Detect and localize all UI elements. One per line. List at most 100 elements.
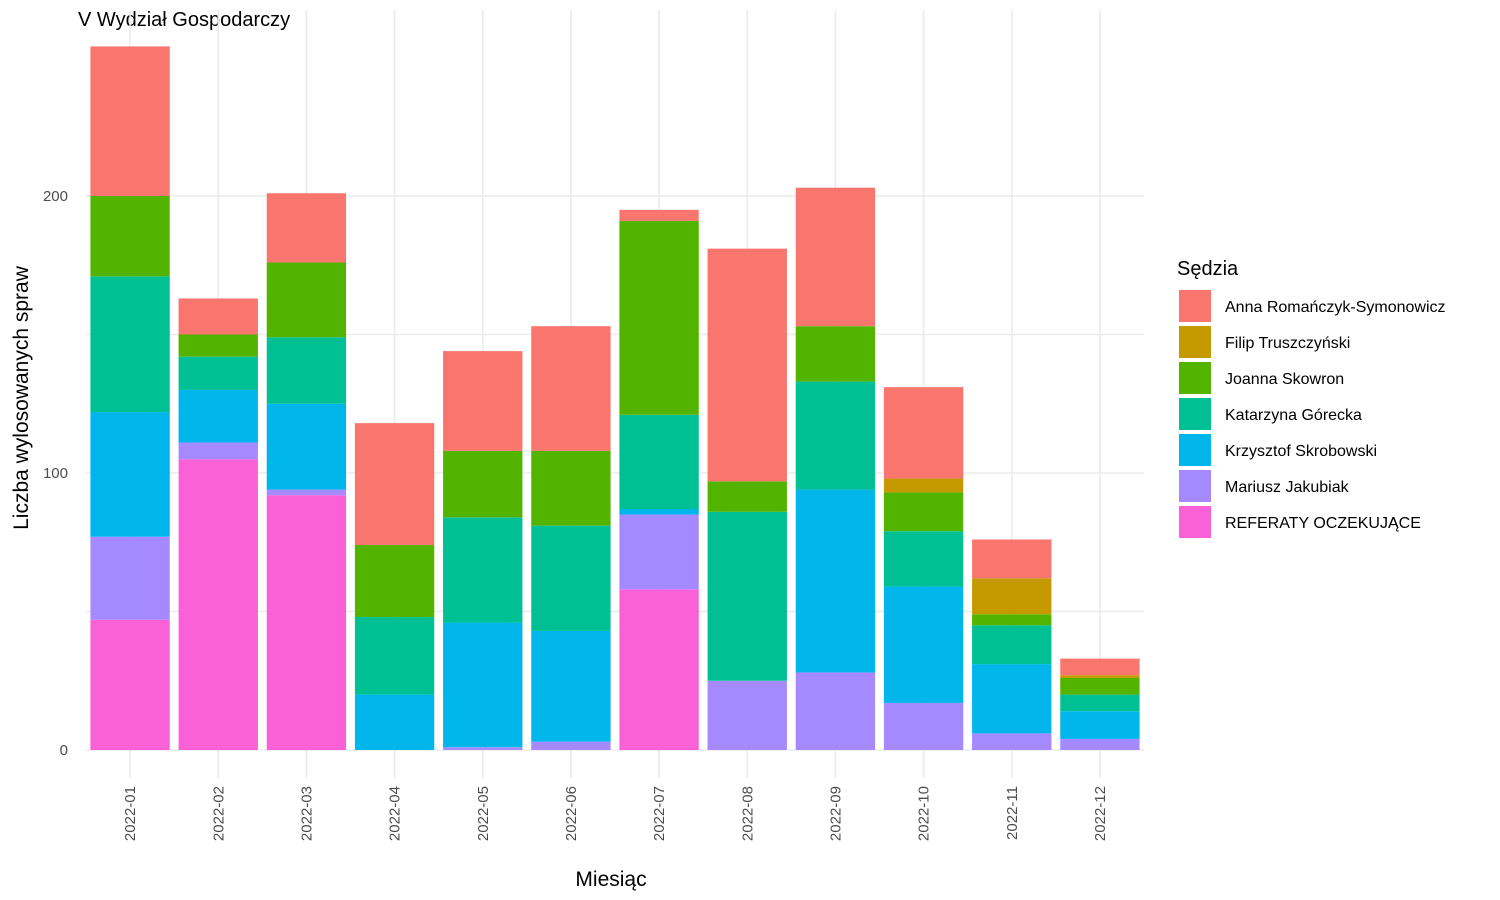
bar-segment <box>972 614 1052 626</box>
x-tick-label: 2022-01 <box>122 786 139 841</box>
legend-items: Anna Romańczyk-Symonowicz Filip Truszczyń… <box>1179 290 1446 538</box>
bar-segment <box>443 622 523 748</box>
legend-label: Krzysztof Skrobowski <box>1225 443 1377 460</box>
x-tick-label: 2022-08 <box>739 786 756 841</box>
bar-segment <box>707 680 787 750</box>
bar-segment <box>883 387 964 479</box>
legend-swatch <box>1179 506 1211 538</box>
y-axis-ticks: 0 100 200 <box>43 188 68 759</box>
legend-label: REFERATY OCZEKUJĄCE <box>1225 515 1421 532</box>
bar-segment <box>531 630 611 742</box>
bar-segment <box>1060 658 1140 676</box>
bar-segment <box>883 586 964 703</box>
bar-segment <box>883 702 964 750</box>
bar-segment <box>178 356 258 390</box>
bar-segment <box>1060 738 1140 750</box>
bar-segment <box>619 514 699 590</box>
bar-segment <box>178 298 258 335</box>
legend-label: Anna Romańczyk-Symonowicz <box>1225 299 1446 316</box>
bar-segment <box>266 262 347 338</box>
bar-segment <box>619 589 699 750</box>
legend-label: Katarzyna Górecka <box>1225 407 1362 424</box>
x-tick-label: 2022-09 <box>827 786 844 841</box>
bar-segment <box>90 46 170 196</box>
bar-segment <box>90 536 170 620</box>
x-tick-label: 2022-03 <box>298 786 315 841</box>
bar-segment <box>178 389 258 443</box>
bar-segment <box>354 694 435 750</box>
bar-segment <box>531 525 611 631</box>
bar-segment <box>883 492 964 532</box>
bar-segment <box>972 733 1052 750</box>
x-axis-ticks: 2022-01 2022-02 2022-03 2022-04 2022-05 2022-… <box>122 786 1109 841</box>
bar-segment <box>619 414 699 510</box>
y-tick-label: 100 <box>43 465 68 482</box>
x-tick-label: 2022-07 <box>651 786 668 841</box>
bar-segment <box>266 403 347 490</box>
bar-segment <box>1060 675 1140 678</box>
bar-segment <box>619 509 699 515</box>
bar-segment <box>795 672 876 750</box>
bar-segment <box>266 193 347 263</box>
bar-segment <box>443 351 523 451</box>
bar-segment <box>972 664 1052 734</box>
x-tick-label: 2022-06 <box>563 786 580 841</box>
legend-swatch <box>1179 398 1211 430</box>
bar-segment <box>90 276 170 413</box>
bar-segment <box>707 511 787 681</box>
x-tick-label: 2022-12 <box>1092 786 1109 841</box>
bar-segment <box>707 481 787 512</box>
bars <box>90 46 1140 750</box>
legend-swatch <box>1179 434 1211 466</box>
legend: Sędzia Anna Romańczyk-Symonowicz Filip Tr… <box>1177 258 1446 538</box>
bar-segment <box>1060 694 1140 712</box>
bar-segment <box>1060 677 1140 695</box>
legend-label: Mariusz Jakubiak <box>1225 479 1350 496</box>
bar-segment <box>1060 711 1140 739</box>
legend-label: Joanna Skowron <box>1225 371 1344 388</box>
bar-segment <box>883 531 964 587</box>
legend-swatch <box>1179 326 1211 358</box>
x-tick-label: 2022-10 <box>916 786 933 841</box>
bar-segment <box>354 545 435 618</box>
bar-segment <box>883 478 964 493</box>
bar-segment <box>90 196 170 277</box>
bar-segment <box>178 334 258 357</box>
bar-segment <box>266 489 347 496</box>
x-tick-label: 2022-02 <box>210 786 227 841</box>
bar-segment <box>972 539 1052 579</box>
bar-segment <box>443 747 523 750</box>
bar-segment <box>619 220 699 415</box>
bar-segment <box>619 209 699 221</box>
bar-segment <box>531 450 611 526</box>
y-tick-label: 200 <box>43 188 68 205</box>
bar-segment <box>354 617 435 695</box>
bar-segment <box>90 619 170 750</box>
bar-segment <box>531 326 611 451</box>
legend-label: Filip Truszczyński <box>1225 335 1350 352</box>
legend-swatch <box>1179 470 1211 502</box>
bar-segment <box>443 450 523 518</box>
y-tick-label: 0 <box>60 742 68 759</box>
bar-segment <box>266 337 347 404</box>
bar-segment <box>795 489 876 673</box>
bar-segment <box>266 495 347 750</box>
y-axis-title: Liczba wylosowanych spraw <box>10 265 33 530</box>
bar-segment <box>531 741 611 750</box>
bar-segment <box>795 381 876 490</box>
bar-segment <box>178 442 258 460</box>
bar-segment <box>972 578 1052 615</box>
legend-swatch <box>1179 362 1211 394</box>
bar-segment <box>90 412 170 537</box>
bar-segment <box>795 326 876 382</box>
x-tick-label: 2022-05 <box>475 786 492 841</box>
chart-title: V Wydział Gospodarczy <box>78 9 290 31</box>
bar-segment <box>354 423 435 546</box>
bar-segment <box>443 517 523 623</box>
legend-title: Sędzia <box>1177 258 1239 280</box>
bar-segment <box>972 625 1052 665</box>
bar-segment <box>178 459 258 750</box>
legend-swatch <box>1179 290 1211 322</box>
bar-segment <box>795 187 876 327</box>
